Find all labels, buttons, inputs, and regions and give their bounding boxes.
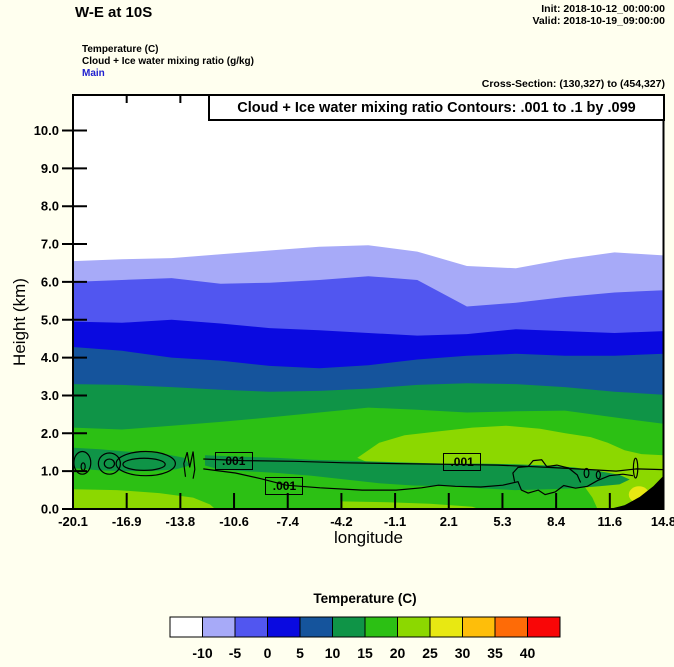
x-tick-label: 2.1 [440,514,458,529]
cloud-contour-path-2 [512,459,582,483]
colorbar-swatch-10 [494,616,528,638]
colorbar-tick-label: 40 [520,645,536,661]
colorbar-tick-label: 10 [325,645,341,661]
colorbar-swatch-4 [299,616,333,638]
cloud-contour-path-3 [183,451,196,479]
y-tick-label: 8.0 [41,199,59,214]
legend-line-temperature: Temperature (C) [82,44,159,55]
page-title: W-E at 10S [75,4,153,21]
colorbar-tick-label: 35 [487,645,503,661]
cloud-contour-blob-6 [583,467,590,479]
colorbar-tick-label: 30 [455,645,471,661]
colorbar-tick-label: -10 [192,645,212,661]
x-tick-label: -20.1 [58,514,88,529]
x-tick-label: -1.1 [384,514,406,529]
colorbar-tick-label: 15 [357,645,373,661]
x-tick-labels: -20.1 -16.9 -13.8 -10.6 -7.4 -4.2 -1.1 2.1 5.3 8.… [58,514,674,529]
cloud-contour-value-label-1: .001 [265,476,304,495]
colorbar-tick-label: 0 [264,645,272,661]
cloud-contour-blob-5 [122,457,166,471]
colorbar-title: Temperature (C) [313,591,417,606]
cloud-contour-blob-8 [632,457,639,479]
cloud-contour-blob-2 [97,452,121,475]
x-tick-label: 14.8 [651,514,674,529]
colorbar-tick-label: 25 [422,645,438,661]
legend-line-main: Main [82,68,105,79]
colorbar-swatch-8 [429,616,463,638]
valid-time-label: Valid: 2018-10-19_09:00:00 [532,15,665,27]
colorbar-swatch-0 [169,616,203,638]
run-time-block: Init: 2018-10-12_00:00:00 Valid: 2018-10… [532,3,665,27]
x-axis-title: longitude [333,528,403,547]
contour-title-text: Cloud + Ice water mixing ratio Contours:… [237,99,636,116]
x-tick-label: -16.9 [112,514,142,529]
cross-section-label: Cross-Section: (130,327) to (454,327) [481,78,665,90]
colorbar-tick-label: 20 [390,645,406,661]
cloud-contour-value-label-2: .001 [443,453,482,472]
y-tick-label: 7.0 [41,237,59,252]
y-tick-label: 10.0 [34,123,59,138]
y-tick-label: 6.0 [41,274,59,289]
colorbar-tick-label: -5 [229,645,242,661]
colorbar-swatch-9 [462,616,496,638]
colorbar-tick-labels: -10 -5 0 5 10 15 20 25 30 35 40 [192,645,535,661]
cloud-contour-path-1 [203,468,634,496]
legend-line-cloud-ice: Cloud + Ice water mixing ratio (g/kg) [82,56,254,67]
temperature-colorbar [169,616,561,638]
cloud-contour-blob-4 [115,450,176,477]
colorbar-tick-label: 5 [296,645,304,661]
colorbar-swatch-7 [397,616,431,638]
x-tick-label: -4.2 [330,514,352,529]
terrain-mask [609,475,664,509]
x-tick-label: 5.3 [493,514,511,529]
y-tick-label: 9.0 [41,161,59,176]
colorbar-swatch-6 [364,616,398,638]
colorbar-swatch-2 [234,616,268,638]
colorbar-swatch-3 [267,616,301,638]
colorbar-swatch-5 [332,616,366,638]
x-tick-label: -7.4 [277,514,300,529]
y-tick-labels: 0.0 1.0 2.0 3.0 4.0 5.0 6.0 7.0 8.0 9.0 10.0 [34,123,59,517]
contour-title-box: Cloud + Ice water mixing ratio Contours:… [208,94,665,121]
cloud-contour-blob-7 [595,470,601,480]
y-tick-label: 3.0 [41,388,59,403]
y-tick-label: 2.0 [41,426,59,441]
x-tick-label: 11.6 [598,514,623,529]
y-tick-label: 5.0 [41,312,59,327]
x-tick-label: 8.4 [547,514,566,529]
x-tick-label: -10.6 [219,514,249,529]
cloud-contour-path-0 [203,458,664,472]
x-tick-label: -13.8 [166,514,196,529]
y-tick-label: 4.0 [41,350,59,365]
y-tick-label: 1.0 [41,464,59,479]
y-tick-label: 0.0 [41,502,59,517]
temp-cool-layer-10-15-1 [205,455,630,491]
cloud-contour-blob-3 [103,458,116,469]
temp-surface-strip-20-25-1 [340,501,480,509]
colorbar-swatch-11 [527,616,561,638]
cloud-contour-value-label-0: .001 [214,451,253,470]
init-time-label: Init: 2018-10-12_00:00:00 [541,3,665,15]
y-axis-title: Height (km) [10,278,29,366]
cloud-ice-contour-lines [73,450,664,496]
field-legend: Temperature (C) Cloud + Ice water mixing… [82,44,254,80]
colorbar-swatch-1 [202,616,236,638]
